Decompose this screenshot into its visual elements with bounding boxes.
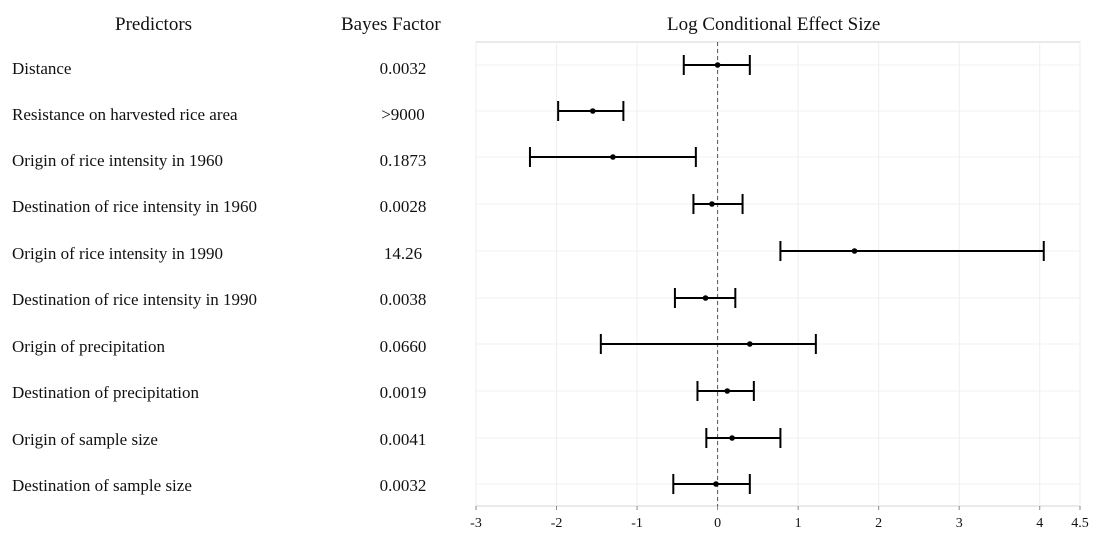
table-row: Origin of rice intensity in 1990 14.26 <box>0 242 470 266</box>
predictor-label: Distance <box>12 59 72 78</box>
predictor-label: Origin of rice intensity in 1960 <box>12 151 224 170</box>
table-row: Origin of sample size 0.0041 <box>0 428 470 452</box>
predictor-table: Distance 0.0032 Resistance on harvested … <box>0 0 470 533</box>
bayes-factor-value: 0.0038 <box>379 290 427 309</box>
estimate-point <box>589 108 596 114</box>
bayes-factor-value: 0.1873 <box>379 151 427 170</box>
table-row: Destination of sample size 0.0032 <box>0 474 470 498</box>
bayes-factor-value: 14.26 <box>383 244 423 263</box>
bayes-factor-header: Bayes Factor <box>341 14 441 35</box>
x-tick-label: 1 <box>795 516 802 531</box>
table-row: Origin of precipitation 0.0660 <box>0 335 470 359</box>
estimate-point <box>747 341 753 347</box>
bayes-factor-value: 0.0041 <box>379 430 427 449</box>
bayes-factor-value: 0.0019 <box>379 383 427 402</box>
bayes-factor-value: 0.0028 <box>379 197 427 216</box>
estimate-point <box>729 435 735 441</box>
estimate-point <box>709 201 715 207</box>
x-tick-label: 3 <box>956 516 963 531</box>
table-row: Resistance on harvested rice area >9000 <box>0 103 470 127</box>
bayes-factor-value: 0.0032 <box>379 476 427 495</box>
predictor-label: Destination of rice intensity in 1960 <box>12 197 258 216</box>
effect-size-header: Log Conditional Effect Size <box>667 14 881 35</box>
estimate-point <box>610 154 616 160</box>
predictors-header: Predictors <box>115 14 193 35</box>
estimate-point <box>724 388 731 394</box>
x-tick-label: 4.5 <box>1071 516 1089 531</box>
predictor-label: Resistance on harvested rice area <box>12 105 238 124</box>
table-row: Destination of precipitation 0.0019 <box>0 381 470 405</box>
predictor-label: Origin of precipitation <box>12 337 165 356</box>
estimate-point <box>851 248 858 254</box>
table-row: Destination of rice intensity in 1990 0.… <box>0 288 470 312</box>
estimate-point <box>702 295 709 301</box>
x-tick-label: 2 <box>875 516 882 531</box>
predictor-label: Origin of sample size <box>12 430 158 449</box>
x-tick-label: 4 <box>1036 516 1043 531</box>
table-row: Destination of rice intensity in 1960 0.… <box>0 195 470 219</box>
estimate-point <box>714 62 721 68</box>
bayes-factor-value: >9000 <box>381 105 425 124</box>
bayes-factor-value: 0.0032 <box>379 59 427 78</box>
bayes-factor-value: 0.0660 <box>379 337 427 356</box>
x-tick-label: -1 <box>631 516 643 531</box>
predictor-label: Origin of rice intensity in 1990 <box>12 244 224 263</box>
predictor-label: Destination of rice intensity in 1990 <box>12 290 258 309</box>
x-tick-label: -3 <box>470 516 482 531</box>
x-tick-label: 0 <box>714 516 721 531</box>
x-tick-label: -2 <box>551 516 563 531</box>
predictor-label: Destination of precipitation <box>12 383 199 402</box>
estimate-point <box>713 481 719 487</box>
table-row: Origin of rice intensity in 1960 0.1873 <box>0 149 470 173</box>
predictor-label: Destination of sample size <box>12 476 192 495</box>
table-row: Distance 0.0032 <box>0 57 470 81</box>
